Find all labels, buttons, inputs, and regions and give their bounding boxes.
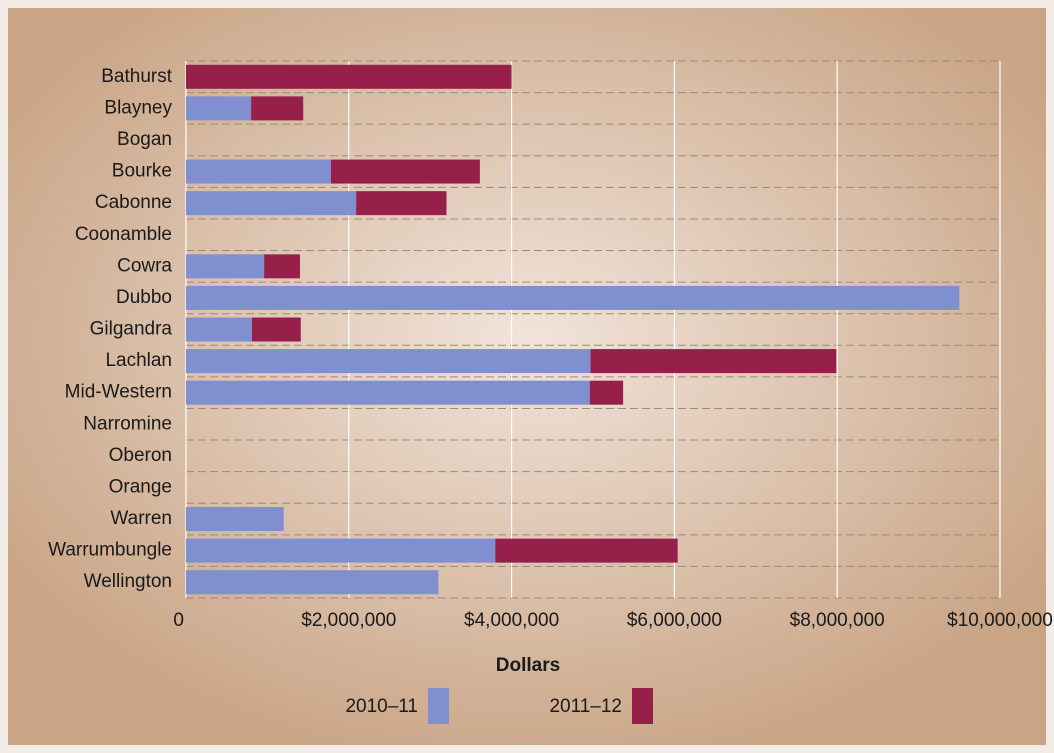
- bar: [186, 507, 284, 532]
- bar: [186, 64, 512, 89]
- x-tick-label: $4,000,000: [464, 610, 559, 631]
- y-tick-label: Wellington: [84, 571, 172, 592]
- bar: [186, 349, 591, 374]
- bar: [251, 317, 301, 342]
- y-tick-label: Blayney: [104, 97, 172, 118]
- bar: [186, 538, 496, 563]
- y-tick-label: Coonamble: [75, 224, 172, 245]
- bar: [186, 96, 252, 121]
- y-tick-label: Cowra: [117, 255, 172, 276]
- bar: [589, 380, 624, 405]
- x-tick-label: $10,000,000: [947, 610, 1053, 631]
- x-tick-label: $8,000,000: [790, 610, 885, 631]
- bar: [186, 317, 252, 342]
- y-tick-label: Mid-Western: [65, 382, 172, 403]
- y-tick-label: Warren: [110, 508, 172, 529]
- y-tick-label: Bogan: [117, 129, 172, 150]
- y-tick-label: Narromine: [83, 413, 172, 434]
- bar: [186, 254, 265, 279]
- y-tick-label: Dubbo: [116, 287, 172, 308]
- bar: [186, 159, 331, 184]
- bar: [264, 254, 300, 279]
- y-tick-label: Oberon: [109, 445, 172, 466]
- bar: [186, 570, 439, 595]
- axis-title: Dollars: [496, 655, 560, 676]
- y-tick-label: Bourke: [112, 161, 172, 182]
- x-tick-label: 0: [173, 610, 184, 631]
- legend-label: 2011–12: [549, 696, 622, 717]
- legend-swatch: [632, 688, 653, 724]
- y-tick-label: Warrumbungle: [48, 540, 172, 561]
- bar: [590, 349, 837, 374]
- y-tick-label: Gilgandra: [90, 319, 173, 340]
- y-tick-label: Bathurst: [101, 66, 172, 87]
- x-tick-label: $6,000,000: [627, 610, 722, 631]
- bar: [495, 538, 678, 563]
- bar: [186, 285, 960, 310]
- bar: [251, 96, 304, 121]
- y-tick-label: Cabonne: [95, 192, 172, 213]
- legend-swatch: [428, 688, 449, 724]
- bar: [186, 380, 590, 405]
- y-tick-label: Orange: [109, 476, 172, 497]
- bar: [356, 191, 447, 216]
- bar: [330, 159, 480, 184]
- y-tick-label: Lachlan: [105, 350, 172, 371]
- x-tick-label: $2,000,000: [301, 610, 396, 631]
- legend-label: 2010–11: [345, 696, 418, 717]
- bar: [186, 191, 357, 216]
